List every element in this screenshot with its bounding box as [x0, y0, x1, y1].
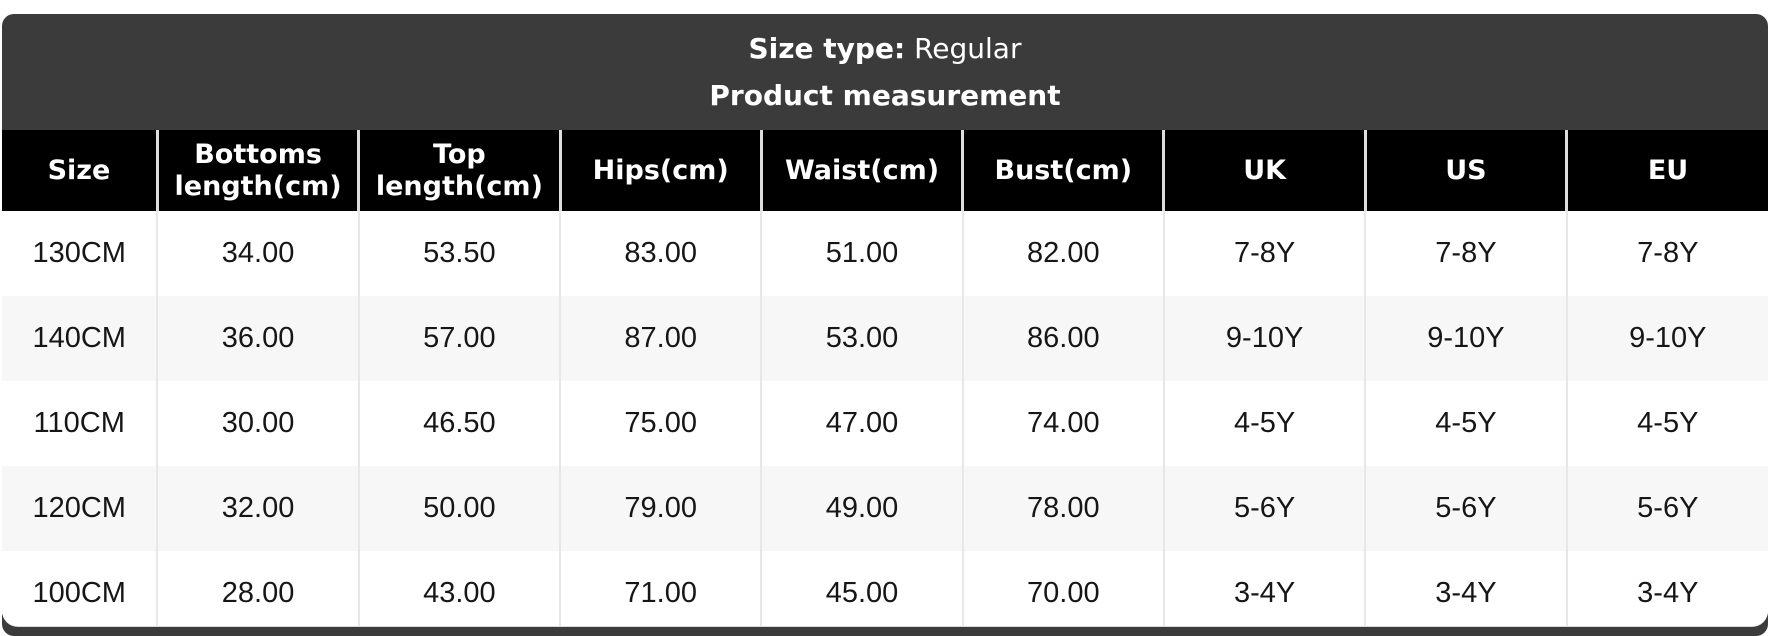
cell-bottoms-length-cm: 32.00 — [156, 466, 359, 551]
product-measurement-title: Product measurement — [709, 78, 1061, 112]
cell-bust-cm: 86.00 — [961, 296, 1164, 381]
cell-bust-cm: 70.00 — [961, 551, 1164, 626]
size-type-label: Size type: — [748, 31, 906, 65]
cell-waist-cm: 47.00 — [760, 381, 963, 466]
cell-size: 130CM — [2, 211, 158, 296]
table-row-130cm: 130CM 34.00 53.50 83.00 51.00 82.00 7-8Y 7-8Y 7-… — [2, 211, 1768, 296]
cell-top-length-cm: 50.00 — [357, 466, 561, 551]
column-header-hips-cm: Hips(cm) — [558, 130, 762, 211]
table-row-100cm: 100CM 28.00 43.00 71.00 45.00 70.00 3-4Y 3-4Y 3-… — [2, 551, 1768, 626]
cell-uk: 9-10Y — [1162, 296, 1366, 381]
table-body: 130CM 34.00 53.50 83.00 51.00 82.00 7-8Y 7-8Y 7-… — [2, 211, 1768, 626]
cell-bottoms-length-cm: 28.00 — [156, 551, 359, 626]
table-head: Size Bottoms length(cm) Top length(cm) Hips… — [2, 130, 1768, 211]
cell-waist-cm: 51.00 — [760, 211, 963, 296]
cell-us: 3-4Y — [1364, 551, 1567, 626]
measurement-table: Size Bottoms length(cm) Top length(cm) Hips… — [2, 130, 1768, 626]
cell-hips-cm: 75.00 — [559, 381, 762, 466]
cell-top-length-cm: 43.00 — [357, 551, 561, 626]
measurement-table-wrap: Size Bottoms length(cm) Top length(cm) Hips… — [2, 130, 1768, 627]
cell-waist-cm: 53.00 — [760, 296, 963, 381]
column-header-us: US — [1363, 130, 1567, 211]
cell-eu: 4-5Y — [1565, 381, 1768, 466]
cell-us: 4-5Y — [1364, 381, 1567, 466]
cell-bottoms-length-cm: 36.00 — [156, 296, 359, 381]
cell-bust-cm: 78.00 — [961, 466, 1164, 551]
column-header-top-length-cm: Top length(cm) — [357, 130, 561, 211]
cell-hips-cm: 71.00 — [559, 551, 762, 626]
cell-top-length-cm: 57.00 — [357, 296, 561, 381]
cell-eu: 5-6Y — [1565, 466, 1768, 551]
cell-eu: 3-4Y — [1565, 551, 1768, 626]
size-type-value: Regular — [914, 31, 1022, 65]
cell-us: 7-8Y — [1364, 211, 1567, 296]
cell-us: 5-6Y — [1364, 466, 1567, 551]
cell-uk: 4-5Y — [1162, 381, 1366, 466]
cell-hips-cm: 79.00 — [559, 466, 762, 551]
column-header-waist-cm: Waist(cm) — [759, 130, 963, 211]
cell-waist-cm: 49.00 — [760, 466, 963, 551]
cell-hips-cm: 87.00 — [559, 296, 762, 381]
cell-size: 110CM — [2, 381, 158, 466]
cell-size: 100CM — [2, 551, 158, 626]
cell-waist-cm: 45.00 — [760, 551, 963, 626]
cell-bottoms-length-cm: 30.00 — [156, 381, 359, 466]
header-row: Size Bottoms length(cm) Top length(cm) Hips… — [2, 130, 1768, 211]
cell-hips-cm: 83.00 — [559, 211, 762, 296]
card-header: Size type: Regular Product measurement — [2, 14, 1768, 130]
cell-bottoms-length-cm: 34.00 — [156, 211, 359, 296]
column-header-bust-cm: Bust(cm) — [961, 130, 1164, 211]
column-header-eu: EU — [1565, 130, 1768, 211]
column-header-bottoms-length-cm: Bottoms length(cm) — [155, 130, 359, 211]
size-type-line: Size type: Regular — [749, 32, 1022, 66]
cell-uk: 3-4Y — [1162, 551, 1366, 626]
cell-size: 140CM — [2, 296, 158, 381]
cell-top-length-cm: 46.50 — [357, 381, 561, 466]
cell-bust-cm: 74.00 — [961, 381, 1164, 466]
table-row-140cm: 140CM 36.00 57.00 87.00 53.00 86.00 9-10Y 9-10Y… — [2, 296, 1768, 381]
column-header-uk: UK — [1162, 130, 1366, 211]
cell-eu: 7-8Y — [1565, 211, 1768, 296]
cell-top-length-cm: 53.50 — [357, 211, 561, 296]
cell-bust-cm: 82.00 — [961, 211, 1164, 296]
table-row-120cm: 120CM 32.00 50.00 79.00 49.00 78.00 5-6Y 5-6Y 5-… — [2, 466, 1768, 551]
column-header-size: Size — [2, 130, 158, 211]
size-chart-card: Size type: Regular Product measurement S… — [2, 14, 1768, 636]
cell-us: 9-10Y — [1364, 296, 1567, 381]
cell-uk: 7-8Y — [1162, 211, 1366, 296]
cell-eu: 9-10Y — [1565, 296, 1768, 381]
cell-uk: 5-6Y — [1162, 466, 1366, 551]
table-row-110cm: 110CM 30.00 46.50 75.00 47.00 74.00 4-5Y 4-5Y 4-… — [2, 381, 1768, 466]
cell-size: 120CM — [2, 466, 158, 551]
